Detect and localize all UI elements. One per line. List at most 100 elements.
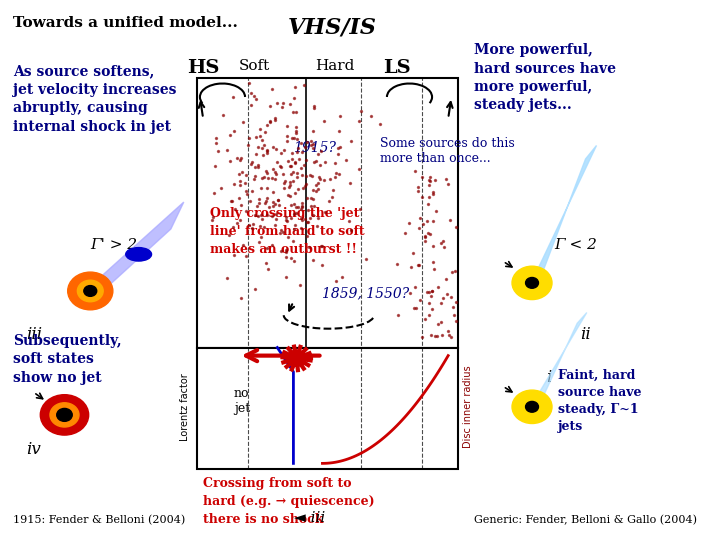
- Point: [292, 203, 304, 212]
- Text: Lorentz factor: Lorentz factor: [180, 373, 190, 441]
- Point: [237, 168, 248, 177]
- Point: [278, 179, 289, 188]
- Point: [231, 153, 243, 162]
- Point: [318, 116, 330, 125]
- Point: [235, 200, 247, 209]
- Point: [299, 215, 310, 224]
- Point: [419, 314, 431, 323]
- Point: [326, 193, 338, 201]
- Point: [237, 117, 248, 126]
- Point: [426, 286, 438, 295]
- Point: [427, 190, 438, 198]
- Point: [210, 139, 222, 147]
- Point: [221, 146, 233, 154]
- Point: [207, 213, 219, 221]
- Point: [360, 254, 372, 263]
- Point: [300, 180, 312, 188]
- Point: [315, 161, 326, 170]
- Point: [206, 215, 217, 224]
- Point: [307, 211, 319, 219]
- Point: [330, 276, 342, 285]
- Point: [215, 184, 227, 192]
- Point: [305, 202, 317, 211]
- Point: [223, 231, 235, 240]
- Text: Subsequently,
soft states
show no jet: Subsequently, soft states show no jet: [13, 334, 122, 385]
- Point: [294, 281, 306, 289]
- Point: [422, 228, 433, 237]
- Point: [419, 233, 431, 241]
- Point: [279, 184, 290, 193]
- Point: [328, 186, 339, 194]
- Point: [267, 187, 279, 196]
- Point: [243, 133, 255, 142]
- Point: [291, 172, 302, 181]
- Point: [324, 175, 336, 184]
- Point: [253, 161, 264, 170]
- Point: [235, 154, 247, 163]
- Point: [287, 149, 298, 158]
- Point: [283, 191, 294, 199]
- Point: [287, 237, 299, 245]
- Point: [302, 194, 313, 202]
- Point: [425, 173, 436, 181]
- Point: [270, 174, 282, 183]
- Point: [270, 113, 282, 122]
- Point: [235, 293, 247, 302]
- Text: Soft: Soft: [239, 59, 270, 73]
- Point: [251, 201, 263, 210]
- Point: [329, 173, 341, 181]
- Point: [289, 221, 300, 230]
- Point: [280, 216, 292, 225]
- Text: Faint, hard
source have
steady, Γ~1
jets: Faint, hard source have steady, Γ~1 jets: [558, 369, 642, 433]
- Point: [296, 215, 307, 224]
- Point: [263, 202, 274, 211]
- Point: [234, 156, 246, 164]
- Point: [289, 188, 301, 197]
- Point: [269, 199, 281, 208]
- Text: i: i: [546, 369, 552, 386]
- Point: [260, 199, 271, 207]
- Point: [261, 244, 273, 252]
- Point: [287, 133, 298, 142]
- Point: [273, 201, 284, 210]
- Point: [296, 171, 307, 180]
- Text: As source softens,
jet velocity increases
abruptly, causing
internal shock in je: As source softens, jet velocity increase…: [13, 65, 176, 134]
- Point: [258, 172, 269, 181]
- Point: [428, 217, 439, 225]
- Point: [410, 303, 422, 312]
- Point: [433, 283, 444, 292]
- Point: [246, 158, 257, 166]
- Point: [426, 287, 438, 295]
- Point: [330, 158, 341, 167]
- Point: [436, 330, 448, 339]
- Point: [433, 320, 444, 328]
- Point: [300, 171, 312, 180]
- Point: [291, 169, 302, 178]
- Point: [426, 305, 438, 313]
- Point: [253, 198, 265, 207]
- Point: [405, 262, 416, 271]
- Point: [412, 261, 423, 269]
- Point: [423, 181, 434, 190]
- Point: [400, 229, 411, 238]
- Point: [279, 146, 290, 154]
- Point: [315, 146, 327, 155]
- Ellipse shape: [512, 266, 552, 300]
- Point: [231, 219, 243, 228]
- Point: [286, 155, 297, 164]
- Point: [282, 217, 293, 226]
- Point: [292, 184, 304, 193]
- Point: [415, 214, 426, 222]
- Point: [274, 228, 285, 237]
- Point: [296, 202, 307, 211]
- Point: [308, 157, 320, 166]
- Point: [312, 179, 324, 187]
- Point: [273, 196, 284, 205]
- Point: [450, 222, 462, 231]
- Text: Hard: Hard: [315, 59, 355, 73]
- Point: [294, 205, 306, 213]
- Bar: [197, 348, 458, 469]
- Text: Γ' > 2: Γ' > 2: [90, 238, 138, 252]
- Point: [413, 224, 425, 233]
- Point: [245, 197, 256, 206]
